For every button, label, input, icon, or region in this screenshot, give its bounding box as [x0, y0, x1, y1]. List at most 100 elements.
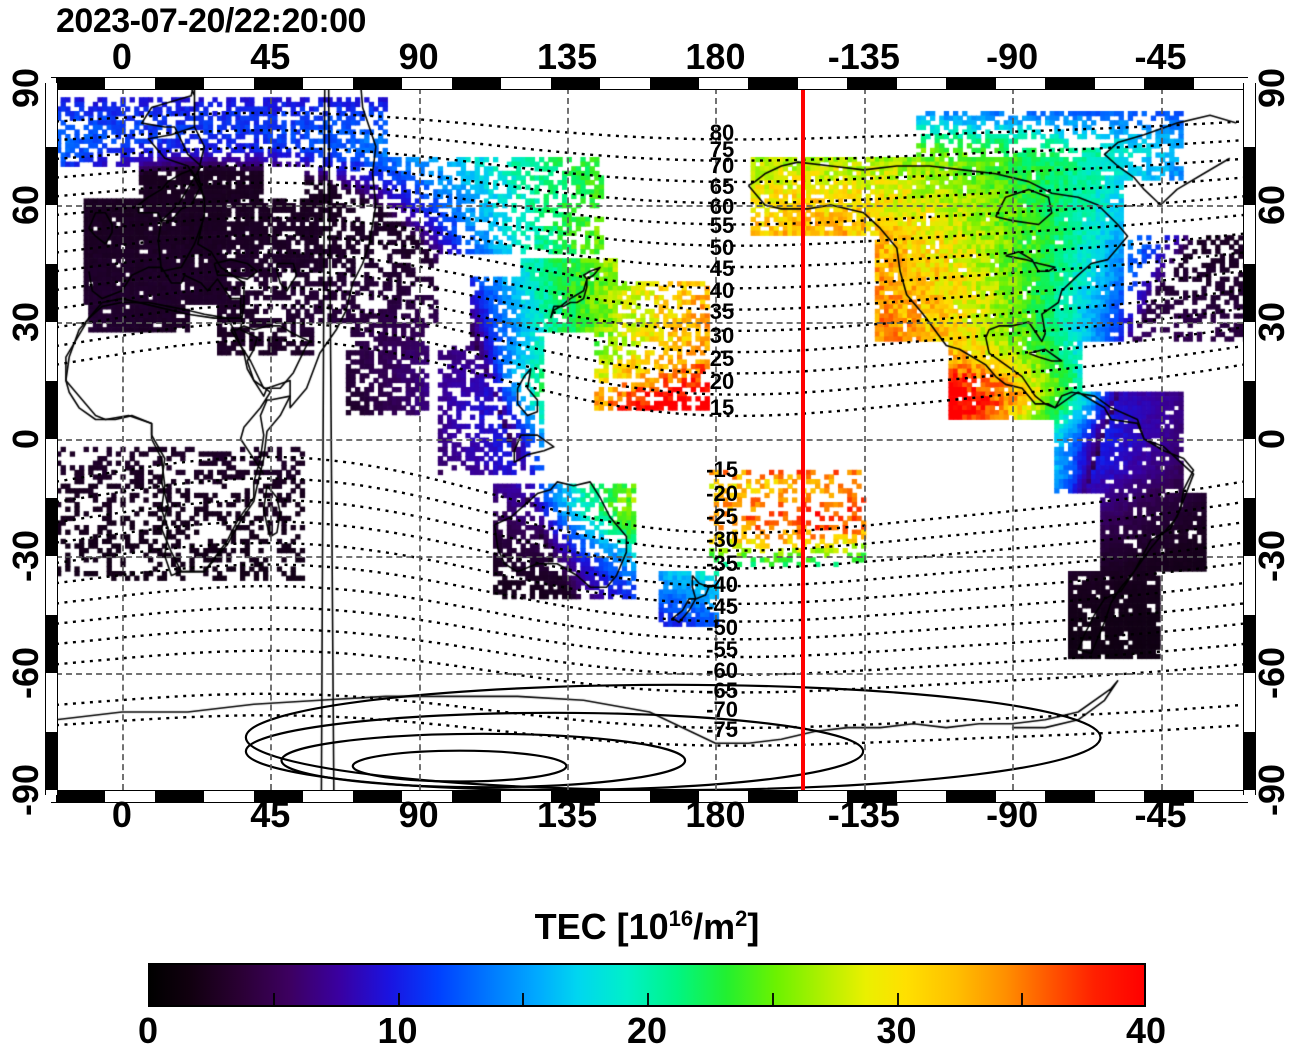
grid-line-latitude: [56, 673, 1243, 675]
longitude-tick-label: 135: [537, 36, 598, 77]
latitude-tick-label: 90: [5, 67, 46, 109]
grid-lines: [56, 88, 1243, 790]
frame-segment: [649, 791, 699, 802]
maglat-label: 75: [709, 136, 735, 162]
frame-segment: [946, 78, 996, 89]
latitude-tick-label: 60: [5, 184, 46, 226]
frame-segment: [352, 791, 403, 802]
frame-segment: [46, 263, 57, 322]
frame-segment: [46, 146, 57, 205]
grid-line-latitude: [56, 556, 1243, 558]
longitude-tick-label: 180: [685, 794, 746, 835]
frame-segment: [1045, 78, 1095, 89]
frame-segment: [649, 78, 699, 89]
frame-segment: [1244, 263, 1255, 322]
maglat-label: 50: [709, 234, 735, 260]
latitude-tick-label: -30: [5, 529, 46, 583]
maglat-label: 55: [709, 213, 735, 239]
maglat-label: -55: [706, 636, 738, 662]
colorbar-tick-label: 20: [626, 1010, 668, 1051]
maglat-label: 35: [709, 299, 735, 325]
colorbar-tick-label: 40: [1125, 1010, 1167, 1051]
solar-terminator-line: [800, 88, 805, 790]
frame-segment: [1144, 791, 1194, 802]
frame-segment: [1244, 731, 1255, 790]
longitude-tick-label: -45: [1134, 36, 1187, 77]
grid-line-latitude: [56, 322, 1243, 324]
frame-segment: [1144, 78, 1194, 89]
map-canvas: 80 75 70 65 60 55 50 45 40 35 30 25 20 15 -15 -20 -25 -30…: [56, 88, 1243, 790]
frame-segment: [253, 791, 304, 802]
frame-bottom: [51, 790, 1248, 803]
maglat-label: 70: [709, 153, 735, 179]
maglat-label: 30: [709, 322, 735, 348]
longitude-tick-label: -90: [986, 794, 1039, 835]
frame-right: [1243, 83, 1256, 795]
maglat-label: -70: [706, 697, 738, 723]
longitude-tick-label: 45: [250, 36, 291, 77]
maglat-label: -50: [706, 615, 738, 641]
frame-segment: [1244, 146, 1255, 205]
maglat-label: 20: [709, 369, 735, 395]
colorbar-major-tick: [397, 993, 400, 1007]
maglat-label: -35: [706, 550, 738, 576]
frame-segment: [352, 78, 403, 89]
grid-line-latitude: [56, 205, 1243, 207]
frame-segment: [56, 78, 106, 89]
frame-segment: [847, 78, 897, 89]
longitude-tick-label: -45: [1134, 794, 1187, 835]
colorbar-major-tick: [647, 993, 649, 1007]
frame-segment: [154, 791, 205, 802]
frame-segment: [56, 791, 106, 802]
latitude-tick-label: 90: [1251, 67, 1292, 109]
colorbar-tick-label: 0: [137, 1010, 159, 1051]
frame-segment: [550, 791, 601, 802]
frame-segment: [1244, 380, 1255, 439]
frame-segment: [748, 791, 798, 802]
longitude-tick-label: 90: [398, 794, 439, 835]
maglat-label: -25: [706, 504, 738, 529]
colorbar-exponent-2: 2: [735, 906, 748, 931]
colorbar-title-close: ]: [747, 906, 760, 947]
frame-segment: [451, 791, 502, 802]
maglat-label: -65: [706, 677, 738, 703]
latitude-tick-label: 0: [5, 428, 46, 450]
frame-segment: [946, 791, 996, 802]
latitude-tick-label: -90: [1251, 763, 1292, 817]
longitude-tick-label: 180: [685, 36, 746, 77]
frame-segment: [1244, 614, 1255, 673]
maglat-label: 45: [709, 256, 735, 282]
frame-left: [45, 83, 58, 795]
latitude-tick-label: -60: [1251, 646, 1292, 700]
maglat-label: 40: [709, 277, 735, 303]
frame-segment: [253, 78, 304, 89]
frame-segment: [46, 380, 57, 439]
frame-segment: [46, 731, 57, 790]
colorbar-title-text: TEC [10: [534, 906, 669, 947]
magnetic-latitude-labels: 80 75 70 65 60 55 50 45 40 35 30 25 20 15 -15 -20 -25 -30…: [56, 88, 1243, 790]
maglat-label: -30: [706, 527, 738, 553]
latitude-tick-label: 60: [1251, 184, 1292, 226]
colorbar-tick-label: 10: [377, 1010, 418, 1051]
longitude-tick-label: 135: [537, 794, 598, 835]
frame-segment: [550, 78, 601, 89]
colorbar-exponent-16: 16: [668, 906, 694, 931]
frame-segment: [451, 78, 502, 89]
grid-line-latitude: [56, 439, 1243, 441]
colorbar-minor-tick: [272, 993, 275, 1007]
frame-segment: [748, 78, 798, 89]
longitude-tick-label: -135: [827, 36, 900, 77]
maglat-label: -20: [706, 480, 738, 506]
frame-segment: [46, 614, 57, 673]
frame-top: [51, 77, 1248, 90]
page-title: 2023-07-20/22:20:00: [56, 2, 366, 40]
colorbar-major-tick: [896, 993, 899, 1007]
longitude-tick-label: 0: [111, 36, 132, 77]
maglat-label: 80: [709, 119, 735, 145]
colorbar-minor-tick: [771, 993, 774, 1007]
longitude-tick-label: -135: [827, 794, 900, 835]
colorbar-tick-label: 30: [876, 1010, 917, 1051]
frame-segment: [46, 497, 57, 556]
longitude-tick-label: 90: [398, 36, 439, 77]
maglat-label: -45: [706, 593, 738, 619]
